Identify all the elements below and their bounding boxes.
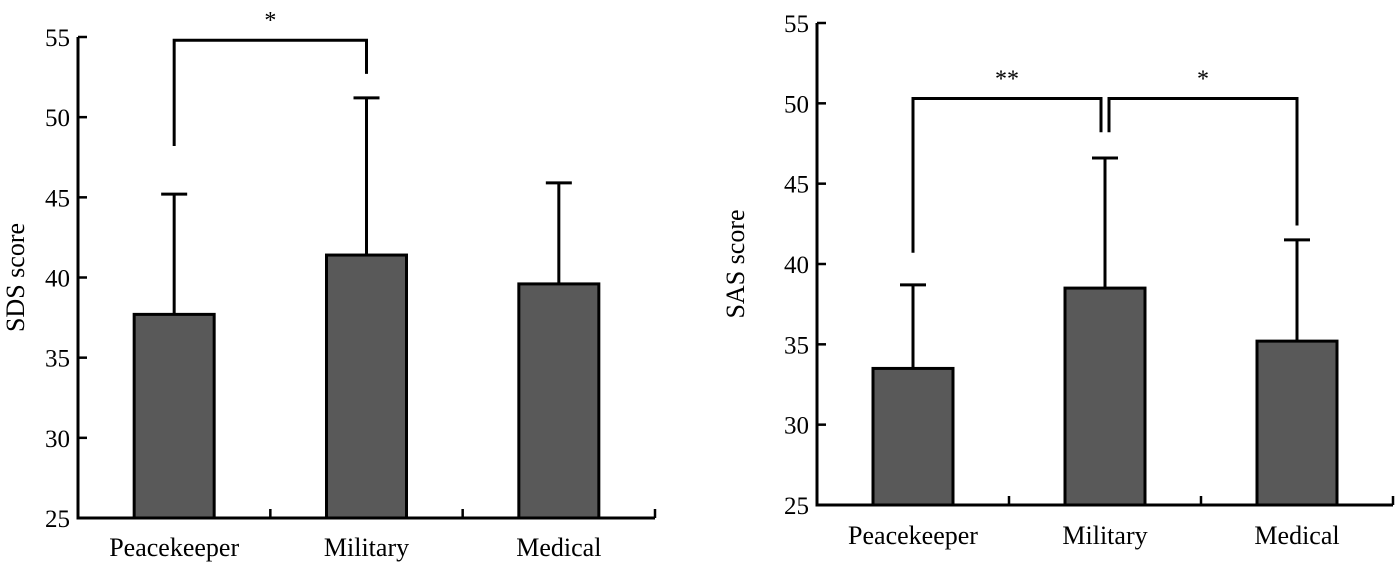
category-label: Military (1062, 521, 1147, 550)
significance-label: ** (995, 67, 1019, 93)
y-tick-label: 40 (784, 252, 809, 279)
significance-bracket (172, 38, 368, 147)
significance-bracket (1107, 97, 1299, 226)
y-axis-title: SAS score (721, 209, 750, 318)
y-tick-label: 40 (45, 266, 70, 293)
category-label: Medical (516, 533, 601, 562)
y-tick-label: 45 (45, 185, 70, 212)
y-tick-label: 55 (45, 25, 70, 52)
sas-chart: 25 30 35 40 45 50 55 SAS score Peacekeeper Milita… (721, 11, 1395, 550)
bar-military (325, 253, 408, 520)
y-tick-label: 25 (45, 506, 70, 533)
y-tick-label: 30 (45, 426, 70, 453)
category-label: Medical (1254, 521, 1339, 550)
significance-label: * (264, 8, 276, 34)
bar-peacekeeper (132, 312, 216, 520)
bar-medical (1255, 339, 1339, 507)
sds-chart: 25 30 35 40 45 50 55 SDS score Peacekeeper Milita… (1, 8, 657, 562)
significance-bracket (911, 97, 1103, 253)
category-label: Peacekeeper (848, 521, 978, 550)
y-tick-label: 50 (784, 91, 809, 118)
y-tick-label: 30 (784, 413, 809, 440)
y-tick-label: 35 (784, 332, 809, 359)
y-tick-label: 25 (784, 493, 809, 520)
y-tick-label: 50 (45, 105, 70, 132)
y-axis-title: SDS score (1, 223, 30, 332)
y-tick-label: 45 (784, 172, 809, 199)
category-label: Military (324, 533, 409, 562)
bar-peacekeeper (871, 366, 955, 507)
y-tick-label: 35 (45, 346, 70, 373)
bar-medical (517, 282, 601, 520)
bar-military (1063, 286, 1147, 507)
y-tick-label: 55 (784, 11, 809, 38)
category-label: Peacekeeper (109, 533, 239, 562)
significance-label: * (1197, 67, 1209, 93)
